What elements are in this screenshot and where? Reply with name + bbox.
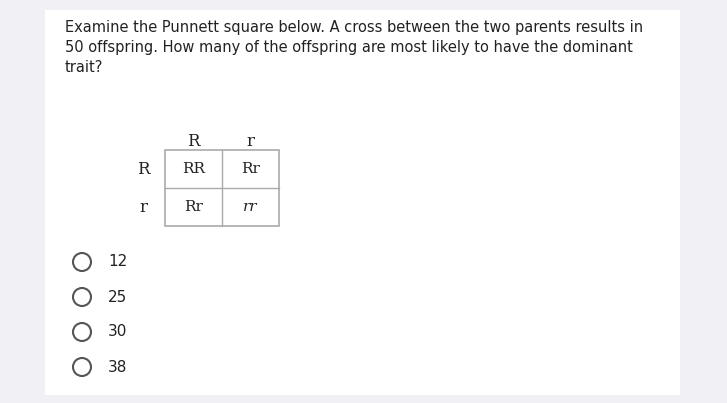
Bar [45,10,680,395]
Text: 30: 30 [108,324,127,339]
Text: 50 offspring. How many of the offspring are most likely to have the dominant: 50 offspring. How many of the offspring … [65,40,633,55]
Text: 25: 25 [108,289,127,305]
Text: Rr: Rr [184,200,203,214]
Text: r: r [139,199,147,216]
Text: rr: rr [244,200,258,214]
Text: trait?: trait? [65,60,103,75]
Text: R: R [137,160,149,177]
Text: RR: RR [182,162,205,176]
Text: Rr: Rr [241,162,260,176]
Text: Examine the Punnett square below. A cross between the two parents results in: Examine the Punnett square below. A cros… [65,20,643,35]
Text: 12: 12 [108,255,127,270]
Text: r: r [246,133,254,150]
Text: R: R [188,133,200,150]
Bar [165,150,279,226]
Text: 38: 38 [108,359,127,374]
